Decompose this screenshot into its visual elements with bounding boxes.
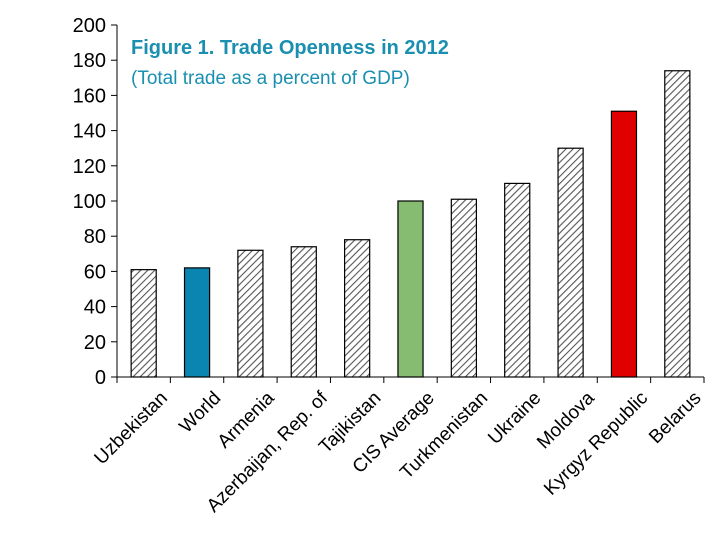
x-category-label: Belarus xyxy=(645,388,705,448)
y-tick-label: 100 xyxy=(73,191,106,213)
bars-group xyxy=(130,70,691,378)
y-tick-label: 180 xyxy=(73,50,106,72)
y-tick-label: 200 xyxy=(73,15,106,37)
bar-ukraine xyxy=(504,182,531,378)
bar-kyrgyz-republic xyxy=(610,110,638,378)
x-category-label: World xyxy=(176,388,226,438)
y-tick-label: 140 xyxy=(73,121,106,143)
y-tick-label: 80 xyxy=(84,226,106,248)
y-tick-label: 20 xyxy=(84,332,106,354)
bar-azerbaijan-rep-of xyxy=(290,246,317,378)
y-tick-label: 160 xyxy=(73,85,106,107)
axes-group xyxy=(111,24,705,383)
x-category-label: Uzbekistan xyxy=(91,388,172,469)
bar-uzbekistan xyxy=(130,269,157,378)
chart-title: Figure 1. Trade Openness in 2012 xyxy=(131,37,449,59)
chart-subtitle: (Total trade as a percent of GDP) xyxy=(131,68,410,89)
bar-moldova xyxy=(557,147,584,378)
bar-turkmenistan xyxy=(450,198,478,378)
bar-belarus xyxy=(664,70,691,378)
y-tick-label: 0 xyxy=(95,367,106,389)
bar-tajikistan xyxy=(344,239,371,378)
y-tick-label: 40 xyxy=(84,297,106,319)
bar-cis-average xyxy=(397,200,424,378)
y-tick-labels: 0 20 40 60 80 100 120 140 160 180 200 xyxy=(73,15,106,389)
y-tick-label: 60 xyxy=(84,261,106,283)
y-tick-label: 120 xyxy=(73,156,106,178)
bar-world xyxy=(183,267,211,378)
bar-armenia xyxy=(237,249,264,378)
